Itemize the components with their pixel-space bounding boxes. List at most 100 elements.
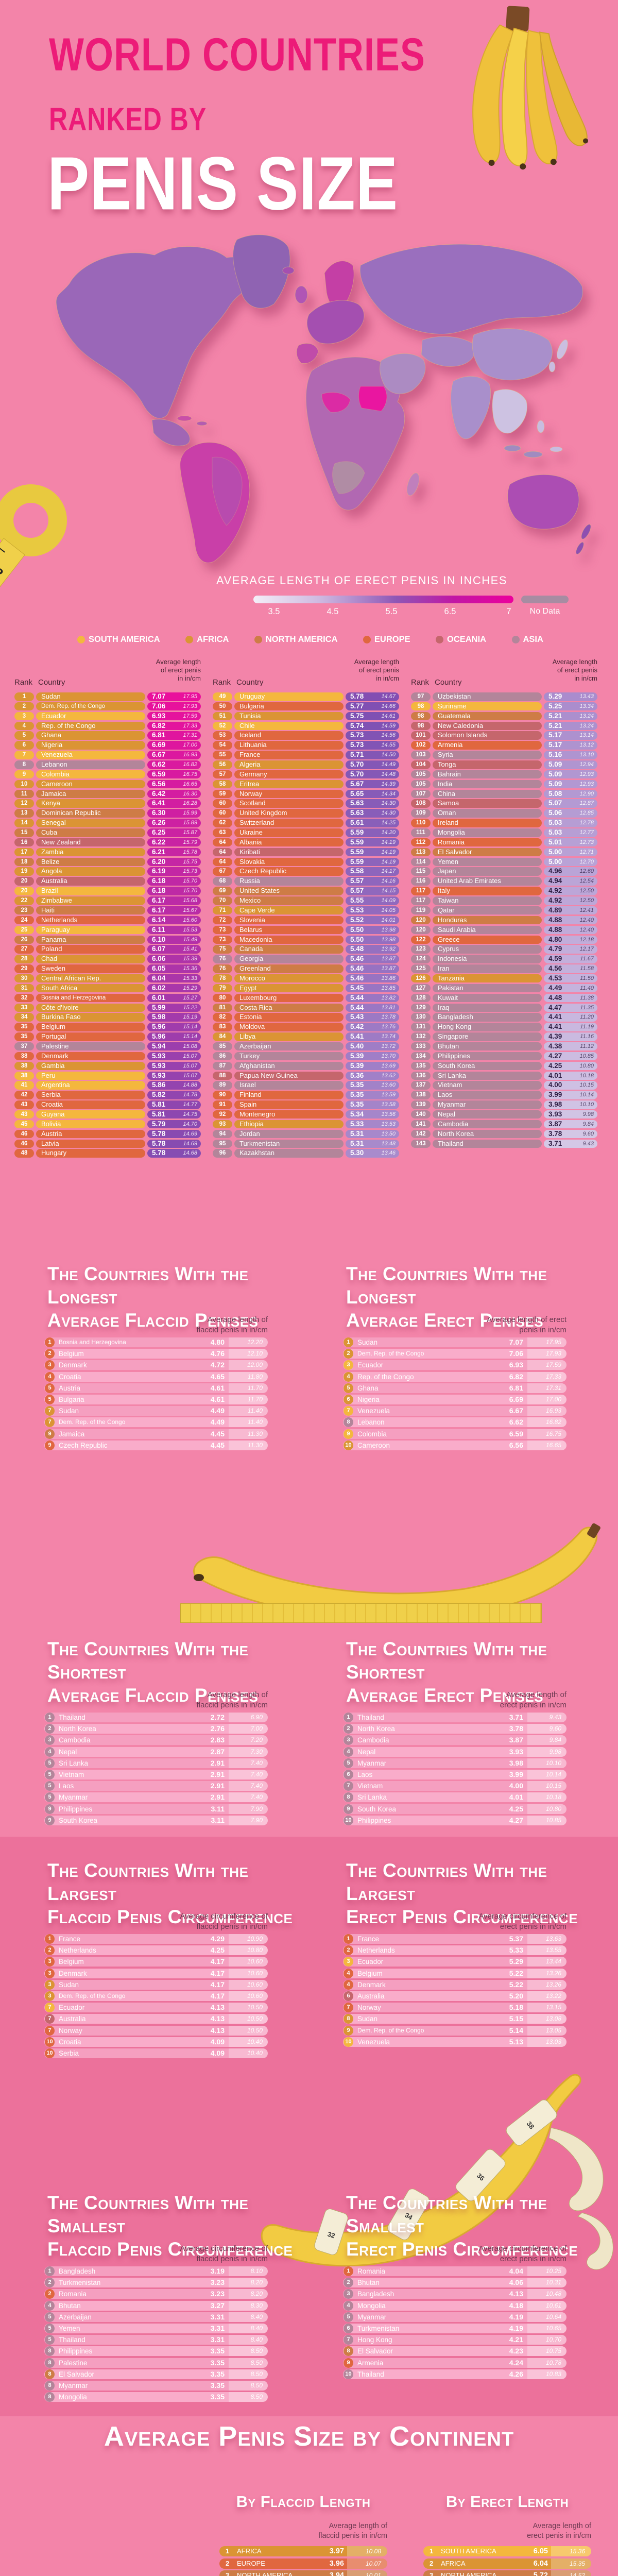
list-country: North Korea <box>59 1725 96 1733</box>
rank-badge: 114 <box>411 857 431 867</box>
rank-badge: 38 <box>14 1071 34 1080</box>
rank-badge: 60 <box>213 799 232 808</box>
rank-badge: 125 <box>411 964 431 973</box>
list-row-tail <box>229 1804 268 1814</box>
value-cm: 14.19 <box>381 849 396 855</box>
country-bar: Bulgaria <box>234 702 344 711</box>
list-value-cm: 8.40 <box>250 2313 263 2320</box>
list-country: Nigeria <box>357 1396 380 1403</box>
country-bar: Kiribati <box>234 848 344 857</box>
value-cm: 14.39 <box>381 781 396 787</box>
list-value-cm: 10.75 <box>545 2347 561 2355</box>
continent-table-title: By Flaccid Length <box>236 2493 371 2511</box>
continent-row-inches: 6.05 <box>533 2547 548 2555</box>
continent-row-inches: 3.94 <box>329 2571 344 2576</box>
value-pill: 5.77 14.66 <box>346 702 399 711</box>
list-row-tail <box>229 2025 268 2036</box>
list-row-tail <box>229 1934 268 1944</box>
list-value-inches: 6.81 <box>509 1383 523 1392</box>
rank-badge: 85 <box>213 1042 232 1051</box>
value-pill: 5.73 14.55 <box>346 741 399 750</box>
legend-tick: 7 <box>506 607 511 616</box>
rank-badge: 119 <box>411 906 431 915</box>
value-cm: 14.56 <box>381 732 396 739</box>
list-row-bar <box>343 1815 566 1825</box>
list-value-cm: 7.90 <box>250 1805 263 1812</box>
list-value-inches: 3.35 <box>210 2381 225 2389</box>
rank-badge: 78 <box>213 974 232 983</box>
list-row-bar <box>343 1747 566 1757</box>
list-country: Cambodia <box>357 1736 389 1744</box>
rank-badge: 12 <box>14 799 34 808</box>
value-cm: 13.34 <box>579 703 594 709</box>
list-row-tail <box>527 2003 566 2013</box>
value-pill: 5.63 14.30 <box>346 799 399 808</box>
value-cm: 15.33 <box>183 975 197 981</box>
value-pill: 5.36 13.62 <box>346 1071 399 1080</box>
continent-legend-item: OCEANIA <box>436 635 486 645</box>
list-value-inches: 3.23 <box>210 2278 225 2287</box>
value-inches: 5.17 <box>548 741 562 749</box>
list-row-tail <box>229 1945 268 1956</box>
value-cm: 17.31 <box>183 732 197 739</box>
rank-badge: 4 <box>14 721 34 731</box>
value-inches: 5.93 <box>152 1061 166 1070</box>
value-pill: 5.98 15.19 <box>147 1013 201 1022</box>
value-pill: 5.21 13.24 <box>544 721 597 731</box>
value-cm: 13.46 <box>381 1150 396 1157</box>
list-value-inches: 4.27 <box>509 1816 523 1824</box>
list-value-inches: 5.22 <box>509 1969 523 1977</box>
value-pill: 6.10 15.49 <box>147 935 201 944</box>
continent-legend-item: AFRICA <box>185 635 229 645</box>
list-country: North Korea <box>357 1725 395 1733</box>
list-value-inches: 3.31 <box>210 2312 225 2321</box>
value-pill: 5.03 12.77 <box>544 828 597 837</box>
value-cm: 10.15 <box>579 1082 594 1089</box>
value-pill: 4.41 11.20 <box>544 1013 597 1022</box>
banana-bunch-icon <box>472 6 589 170</box>
list-value-cm: 8.40 <box>250 2336 263 2344</box>
list-country: El Salvador <box>357 2347 393 2355</box>
value-inches: 5.31 <box>350 1129 364 1138</box>
list-row-tail <box>527 1804 566 1814</box>
rank-badge: 43 <box>14 1100 34 1109</box>
list-value-inches: 4.45 <box>210 1429 225 1438</box>
rank-badge: 57 <box>213 770 232 779</box>
list-row-tail <box>229 1758 268 1768</box>
smallest_erect_circ-subheader: Average circumference of erect penis in i… <box>478 2244 566 2263</box>
rank-badge: 62 <box>213 819 232 827</box>
list-rank-badge: 2 <box>344 1945 353 1956</box>
list-value-inches: 4.13 <box>210 2026 225 2035</box>
list-value-cm: 11.40 <box>247 1418 263 1426</box>
list-value-inches: 6.93 <box>509 1361 523 1369</box>
list-rank-badge: 5 <box>344 1383 353 1393</box>
list-rank-badge: 6 <box>344 1991 353 2001</box>
list-country: Azerbaijan <box>59 2313 92 2321</box>
value-pill: 5.42 13.76 <box>346 1023 399 1031</box>
list-country: Venezuela <box>357 1407 390 1415</box>
value-cm: 13.81 <box>381 1004 396 1011</box>
value-pill: 6.21 15.78 <box>147 848 201 857</box>
column-header-value: Average length of erect penis in in/cm <box>354 658 399 682</box>
value-cm: 11.38 <box>580 994 594 1001</box>
value-cm: 14.30 <box>381 810 396 817</box>
list-row-tail <box>229 1440 268 1450</box>
rank-badge: 10 <box>14 779 34 789</box>
list-row-bar <box>44 1747 268 1757</box>
list-value-cm: 10.78 <box>545 2359 561 2366</box>
list-row-tail <box>527 1713 566 1722</box>
list-country: Dem. Rep. of the Congo <box>59 1418 126 1426</box>
list-rank-badge: 5 <box>45 1770 55 1780</box>
list-rank-badge: 8 <box>45 2369 55 2379</box>
rank-badge: 93 <box>213 1120 232 1129</box>
value-cm: 13.92 <box>381 946 396 953</box>
value-cm: 14.55 <box>381 742 396 749</box>
value-inches: 5.50 <box>350 925 364 934</box>
value-pill: 6.30 15.99 <box>147 809 201 818</box>
list-row-tail <box>229 1770 268 1780</box>
country-bar: Philippines <box>433 1052 542 1061</box>
value-pill: 5.21 13.24 <box>544 711 597 721</box>
value-pill: 5.43 13.78 <box>346 1013 399 1022</box>
list-value-cm: 17.95 <box>545 1338 561 1346</box>
list-country: Thailand <box>357 1714 384 1721</box>
